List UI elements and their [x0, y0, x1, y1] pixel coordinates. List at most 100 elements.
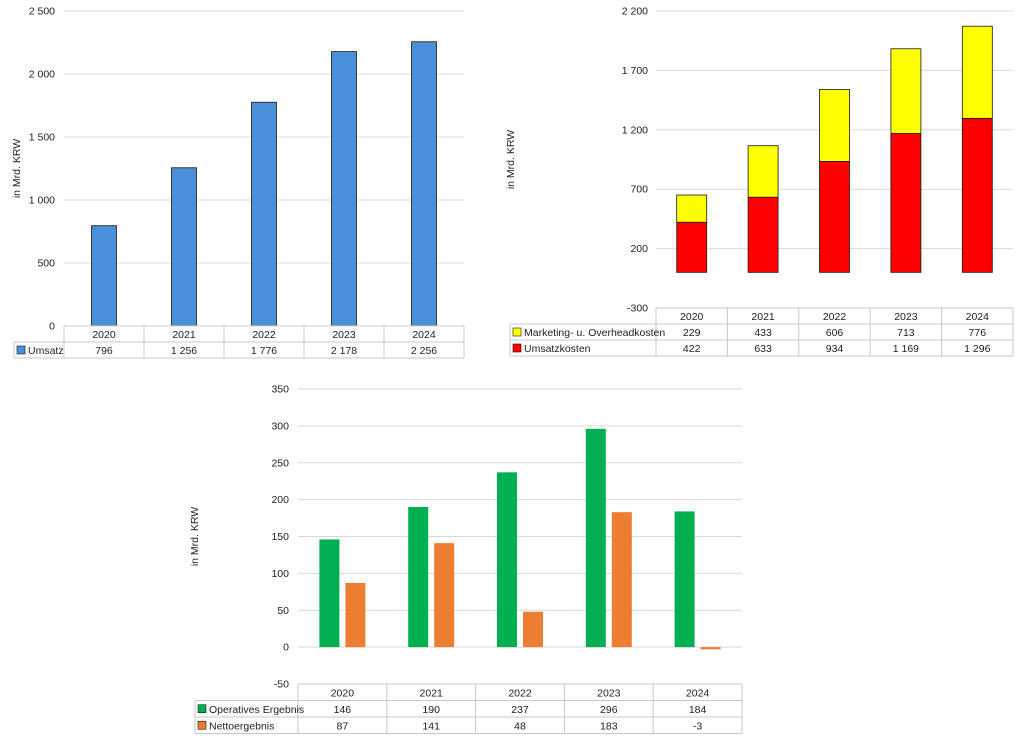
data-label: 606	[826, 327, 844, 339]
y-tick-label: 500	[37, 258, 55, 270]
y-tick-label: 1 000	[29, 195, 55, 207]
y-tick-label: 2 000	[29, 69, 55, 81]
y-tick-label: 250	[271, 457, 289, 469]
data-label: 422	[683, 343, 701, 355]
x-tick-label: 2023	[597, 687, 621, 699]
x-tick-label: 2020	[680, 311, 704, 323]
y-tick-label: 0	[49, 321, 55, 333]
data-label: 1 776	[251, 345, 277, 357]
bar	[585, 428, 606, 648]
bar	[345, 582, 366, 648]
y-tick-label: 200	[630, 243, 648, 255]
data-label: 184	[689, 704, 707, 716]
y-tick-label: -300	[627, 303, 648, 315]
legend-label: Marketing- u. Overheadkosten	[524, 327, 665, 339]
y-tick-label: 0	[283, 642, 289, 654]
bar	[611, 512, 632, 648]
x-tick-label: 2024	[686, 687, 710, 699]
bar	[411, 41, 437, 327]
y-tick-label: 350	[271, 384, 289, 396]
legend-label: Operatives Ergebnis	[209, 704, 304, 716]
x-tick-label: 2023	[894, 311, 918, 323]
x-tick-label: 2024	[412, 329, 436, 341]
data-label: 1 256	[171, 345, 197, 357]
y-tick-label: 50	[277, 605, 289, 617]
y-tick-label: 2 500	[29, 6, 55, 18]
bar	[331, 51, 357, 327]
legend-label: Umsatzkosten	[524, 343, 591, 355]
y-tick-label: 100	[271, 568, 289, 580]
y-tick-label: 300	[271, 420, 289, 432]
legend-swatch	[16, 345, 26, 355]
legend-label: Nettoergebnis	[209, 720, 274, 732]
data-label: 2 178	[331, 345, 357, 357]
y-tick-label: 1 700	[622, 65, 648, 77]
data-label: 796	[95, 345, 113, 357]
x-tick-label: 2020	[331, 687, 355, 699]
y-tick-label: 700	[630, 184, 648, 196]
bar	[408, 507, 429, 648]
data-label: -3	[693, 720, 702, 732]
bar	[676, 194, 708, 223]
legend-swatch	[197, 704, 207, 714]
data-label: 87	[337, 720, 349, 732]
bar	[676, 221, 708, 273]
bar	[890, 48, 922, 134]
bar	[674, 511, 695, 648]
bar	[91, 225, 117, 327]
x-tick-label: 2023	[332, 329, 356, 341]
legend-swatch	[512, 343, 522, 353]
data-label: 713	[897, 327, 915, 339]
chart-3: 350 300 250 200 150 100 50 0 -50 in Mrd. KRW 2020 2…	[189, 384, 743, 734]
data-label: 48	[514, 720, 526, 732]
data-label: 433	[754, 327, 772, 339]
bar	[890, 133, 922, 273]
x-tick-label: 2022	[252, 329, 276, 341]
y-tick-label: 200	[271, 494, 289, 506]
data-label: 633	[754, 343, 772, 355]
y-tick-label: 2 200	[622, 6, 648, 18]
x-tick-label: 2021	[420, 687, 444, 699]
bar	[251, 101, 277, 327]
data-label: 146	[334, 704, 352, 716]
y-axis-title: in Mrd. KRW	[189, 507, 201, 566]
data-label: 141	[422, 720, 440, 732]
x-tick-label: 2020	[92, 329, 116, 341]
x-tick-label: 2024	[966, 311, 990, 323]
y-tick-label: 1 200	[622, 124, 648, 136]
legend-swatch	[512, 327, 522, 337]
data-label: 190	[422, 704, 440, 716]
bar	[747, 196, 779, 273]
bar	[819, 161, 850, 273]
data-label: 183	[600, 720, 618, 732]
y-tick-label: 1 500	[29, 132, 55, 144]
data-label: 1 296	[964, 343, 990, 355]
data-label: 776	[969, 327, 987, 339]
y-tick-label: 150	[271, 531, 289, 543]
bar	[747, 145, 779, 198]
bar	[319, 539, 340, 648]
x-tick-label: 2021	[172, 329, 196, 341]
x-tick-label: 2022	[508, 687, 532, 699]
y-axis-title: in Mrd. KRW	[11, 139, 23, 198]
data-label: 237	[511, 704, 529, 716]
y-axis-title: in Mrd. KRW	[505, 130, 517, 189]
x-tick-label: 2021	[751, 311, 775, 323]
chart-2: 2 200 1 700 1 200 700 200 -300 in Mrd. KRW 2020…	[505, 6, 1014, 357]
bar	[523, 611, 543, 648]
data-label: 2 256	[411, 345, 437, 357]
bar	[497, 472, 517, 648]
chart-1: 2 500 2 000 1 500 1 000 500 0 in Mrd. KRW 2020 2…	[11, 6, 465, 359]
bar	[700, 647, 721, 650]
legend-swatch	[197, 720, 207, 730]
data-label: 934	[826, 343, 844, 355]
bar	[171, 167, 197, 327]
bar	[819, 89, 850, 162]
bar	[961, 25, 993, 119]
data-label: 229	[683, 327, 701, 339]
data-label: 296	[600, 704, 618, 716]
x-tick-label: 2022	[823, 311, 847, 323]
legend-label: Umsatz	[28, 345, 64, 357]
bar	[434, 543, 455, 648]
